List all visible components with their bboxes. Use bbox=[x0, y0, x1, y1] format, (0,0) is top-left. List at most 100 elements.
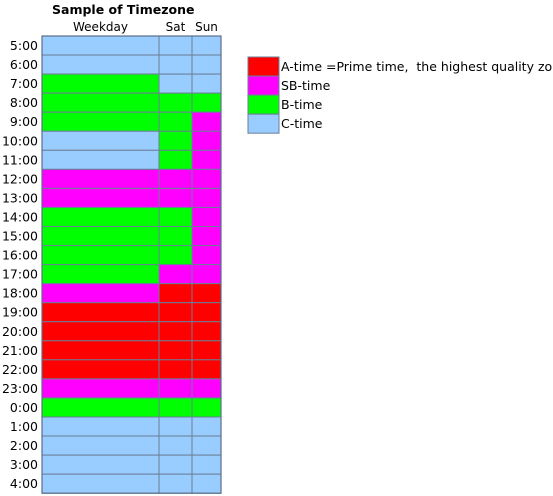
time-label-1-00: 1:00 bbox=[10, 419, 38, 434]
cell-3-00-weekday bbox=[41, 454, 160, 475]
cell-0-00-weekday bbox=[41, 397, 160, 418]
cell-2-00-sat bbox=[158, 435, 193, 456]
cell-15-00-sat bbox=[158, 226, 193, 247]
time-label-5-00: 5:00 bbox=[10, 38, 38, 53]
time-label-18-00: 18:00 bbox=[2, 286, 38, 301]
cell-18-00-sun bbox=[191, 283, 222, 304]
cell-12-00-sun bbox=[191, 168, 222, 189]
grid-border bbox=[41, 35, 222, 494]
time-label-17-00: 17:00 bbox=[2, 267, 38, 282]
time-label-22-00: 22:00 bbox=[2, 362, 38, 377]
cell-15-00-sun bbox=[191, 226, 222, 247]
cell-8-00-sat bbox=[158, 92, 193, 113]
time-label-15-00: 15:00 bbox=[2, 229, 38, 244]
time-label-13-00: 13:00 bbox=[2, 190, 38, 205]
cell-4-00-sun bbox=[191, 473, 222, 494]
cell-9-00-sun bbox=[191, 111, 222, 132]
cell-6-00-sat bbox=[158, 54, 193, 75]
cell-16-00-sun bbox=[191, 245, 222, 266]
chart-title: Sample of Timezone bbox=[52, 2, 194, 17]
time-label-2-00: 2:00 bbox=[10, 438, 38, 453]
legend-label-b: B-time bbox=[281, 97, 323, 112]
cell-22-00-weekday bbox=[41, 359, 160, 380]
cell-15-00-weekday bbox=[41, 226, 160, 247]
cell-10-00-sat bbox=[158, 130, 193, 151]
time-label-7-00: 7:00 bbox=[10, 76, 38, 91]
cell-7-00-sat bbox=[158, 73, 193, 94]
time-label-14-00: 14:00 bbox=[2, 209, 38, 224]
cell-9-00-weekday bbox=[41, 111, 160, 132]
cell-1-00-sat bbox=[158, 416, 193, 437]
legend-swatch-c bbox=[247, 113, 280, 134]
cell-20-00-sun bbox=[191, 321, 222, 342]
time-label-9-00: 9:00 bbox=[10, 114, 38, 129]
time-label-0-00: 0:00 bbox=[10, 400, 38, 415]
cell-5-00-weekday bbox=[41, 35, 160, 56]
cell-1-00-weekday bbox=[41, 416, 160, 437]
legend-label-a: A-time =Prime time, the highest quality … bbox=[281, 59, 553, 74]
cell-0-00-sun bbox=[191, 397, 222, 418]
cell-16-00-sat bbox=[158, 245, 193, 266]
cell-10-00-weekday bbox=[41, 130, 160, 151]
cell-12-00-weekday bbox=[41, 168, 160, 189]
cell-21-00-sat bbox=[158, 340, 193, 361]
cell-11-00-weekday bbox=[41, 149, 160, 170]
column-header-weekday: Weekday bbox=[73, 20, 128, 34]
cell-7-00-sun bbox=[191, 73, 222, 94]
cell-17-00-sat bbox=[158, 264, 193, 285]
cell-23-00-sun bbox=[191, 378, 222, 399]
cell-7-00-weekday bbox=[41, 73, 160, 94]
cell-22-00-sat bbox=[158, 359, 193, 380]
cell-5-00-sat bbox=[158, 35, 193, 56]
cell-19-00-weekday bbox=[41, 302, 160, 323]
legend-swatch-a bbox=[247, 56, 280, 77]
time-label-4-00: 4:00 bbox=[10, 476, 38, 491]
cell-1-00-sun bbox=[191, 416, 222, 437]
cell-4-00-sat bbox=[158, 473, 193, 494]
cell-13-00-weekday bbox=[41, 187, 160, 208]
cell-2-00-weekday bbox=[41, 435, 160, 456]
cell-23-00-sat bbox=[158, 378, 193, 399]
cell-6-00-sun bbox=[191, 54, 222, 75]
cell-14-00-sat bbox=[158, 206, 193, 227]
cell-3-00-sat bbox=[158, 454, 193, 475]
cell-11-00-sun bbox=[191, 149, 222, 170]
time-label-8-00: 8:00 bbox=[10, 95, 38, 110]
cell-19-00-sat bbox=[158, 302, 193, 323]
cell-16-00-weekday bbox=[41, 245, 160, 266]
cell-10-00-sun bbox=[191, 130, 222, 151]
cell-20-00-weekday bbox=[41, 321, 160, 342]
time-label-10-00: 10:00 bbox=[2, 133, 38, 148]
cell-5-00-sun bbox=[191, 35, 222, 56]
time-label-12-00: 12:00 bbox=[2, 171, 38, 186]
cell-3-00-sun bbox=[191, 454, 222, 475]
cell-21-00-sun bbox=[191, 340, 222, 361]
time-label-3-00: 3:00 bbox=[10, 457, 38, 472]
time-label-16-00: 16:00 bbox=[2, 248, 38, 263]
cell-14-00-weekday bbox=[41, 206, 160, 227]
cell-17-00-weekday bbox=[41, 264, 160, 285]
cell-12-00-sat bbox=[158, 168, 193, 189]
time-label-6-00: 6:00 bbox=[10, 57, 38, 72]
cell-11-00-sat bbox=[158, 149, 193, 170]
cell-18-00-weekday bbox=[41, 283, 160, 304]
cell-21-00-weekday bbox=[41, 340, 160, 361]
column-header-sat: Sat bbox=[166, 20, 186, 34]
time-label-19-00: 19:00 bbox=[2, 305, 38, 320]
cell-9-00-sat bbox=[158, 111, 193, 132]
cell-17-00-sun bbox=[191, 264, 222, 285]
legend-swatch-b bbox=[247, 94, 280, 115]
cell-8-00-weekday bbox=[41, 92, 160, 113]
time-label-20-00: 20:00 bbox=[2, 324, 38, 339]
cell-23-00-weekday bbox=[41, 378, 160, 399]
time-label-23-00: 23:00 bbox=[2, 381, 38, 396]
cell-4-00-weekday bbox=[41, 473, 160, 494]
cell-18-00-sat bbox=[158, 283, 193, 304]
cell-14-00-sun bbox=[191, 206, 222, 227]
cell-6-00-weekday bbox=[41, 54, 160, 75]
cell-2-00-sun bbox=[191, 435, 222, 456]
cell-0-00-sat bbox=[158, 397, 193, 418]
legend-swatch-sb bbox=[247, 75, 280, 96]
legend-label-sb: SB-time bbox=[281, 78, 331, 93]
